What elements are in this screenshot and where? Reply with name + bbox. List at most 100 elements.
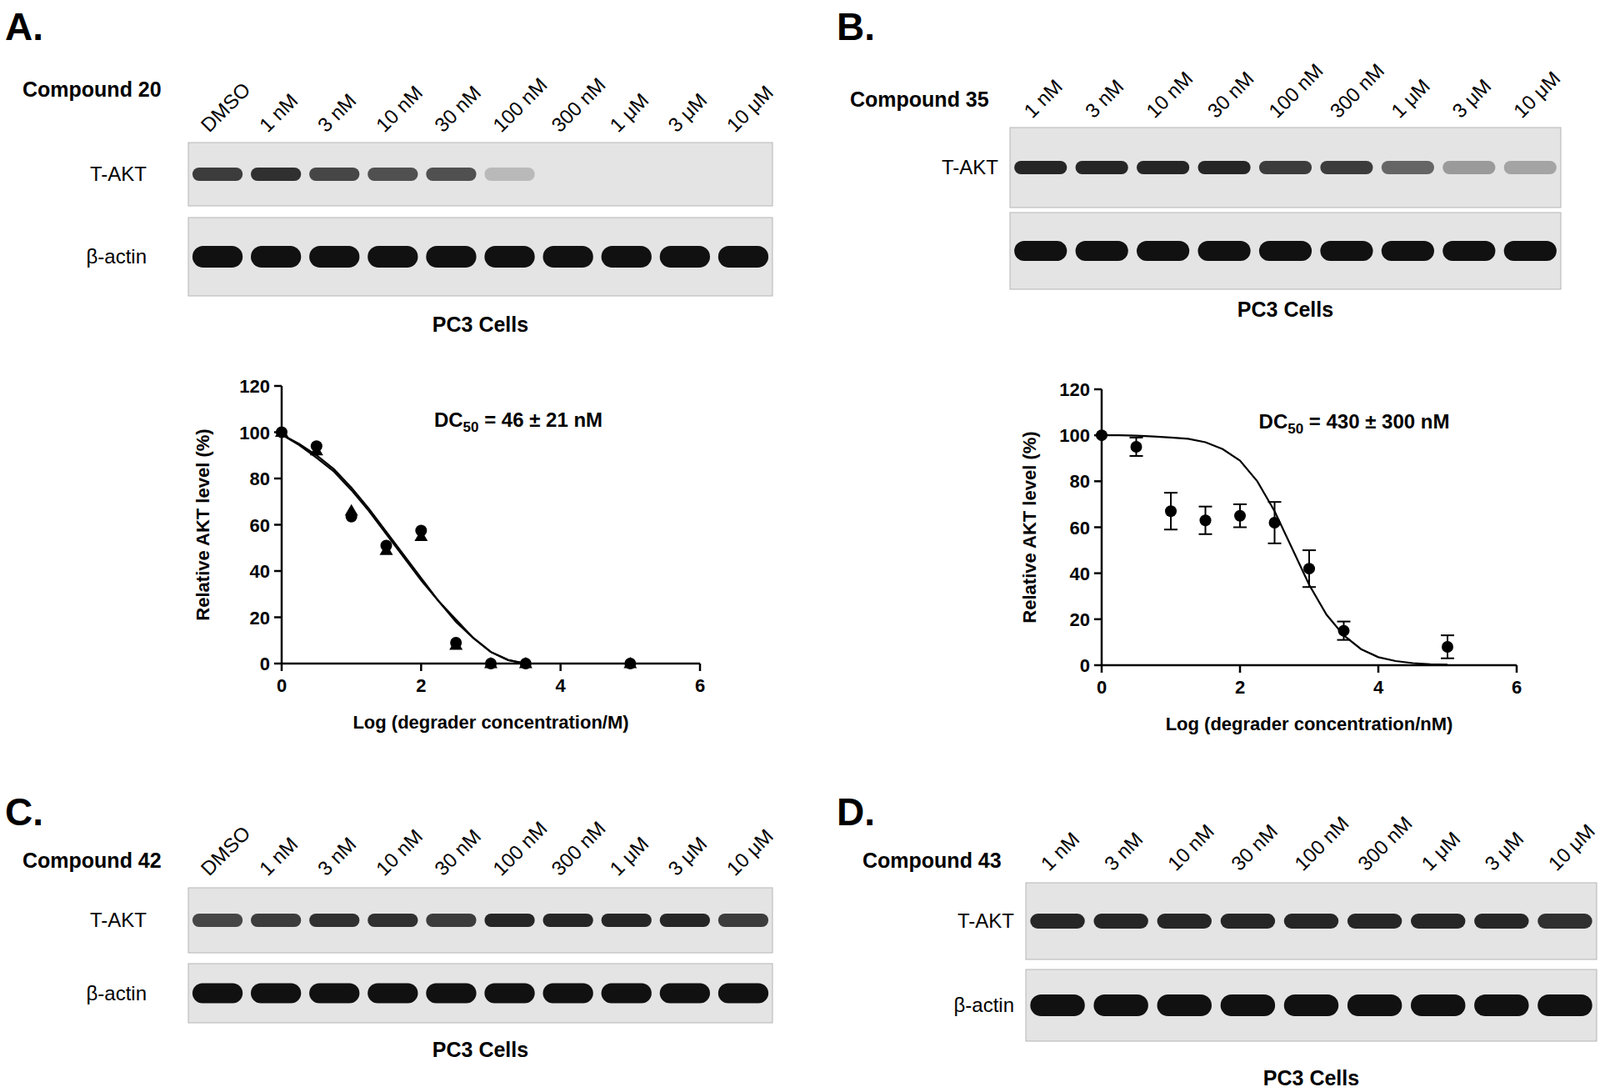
data-point <box>275 425 289 438</box>
lane-label: 100 nM <box>1290 811 1354 875</box>
lane-label: 30 nM <box>1226 819 1282 875</box>
x-tick-label: 6 <box>1511 676 1522 698</box>
band <box>425 245 476 268</box>
data-point <box>1095 429 1108 441</box>
lane-label: 3 nM <box>313 832 361 880</box>
plot-area <box>275 425 637 670</box>
y-tick <box>274 570 282 573</box>
band <box>1014 240 1067 261</box>
data-point <box>1269 516 1281 529</box>
lane-label: 10 nM <box>371 80 427 136</box>
lane-label: 100 nM <box>488 816 552 880</box>
annotation-part: = 430 ± 300 nM <box>1303 410 1450 433</box>
lane-label: 10 μM <box>1509 66 1565 123</box>
y-tick-label: 20 <box>250 607 270 629</box>
lane-label: 3 nM <box>1100 827 1148 875</box>
lane-label: 30 nM <box>1202 66 1258 122</box>
annotation-part: DC <box>434 408 464 431</box>
error-cap <box>1440 634 1455 636</box>
band <box>192 983 243 1004</box>
data-point <box>623 656 637 669</box>
y-tick <box>1094 388 1102 391</box>
lane-label: DMSO <box>195 78 255 137</box>
y-tick <box>274 662 282 665</box>
band <box>484 983 535 1004</box>
error-cap <box>1233 503 1247 505</box>
lane-label: 1 nM <box>255 89 303 137</box>
band <box>1474 994 1529 1016</box>
x-tick-label: 2 <box>415 675 426 696</box>
band <box>1537 994 1592 1016</box>
error-cap <box>1233 526 1247 529</box>
cell-line-label: PC3 Cells <box>432 312 529 336</box>
band <box>1537 913 1592 929</box>
band <box>309 167 360 181</box>
band <box>1157 994 1212 1016</box>
y-tick-label: 120 <box>1059 379 1090 400</box>
band <box>484 913 535 927</box>
data-point <box>310 444 324 456</box>
data-point <box>485 657 497 670</box>
y-tick-label: 60 <box>1070 517 1090 539</box>
x-tick-label: 4 <box>555 675 567 696</box>
band <box>192 167 243 181</box>
band <box>601 245 652 268</box>
lane-label: 1 nM <box>255 832 303 880</box>
data-point <box>275 426 288 439</box>
band <box>601 983 652 1004</box>
x-tick <box>420 663 423 671</box>
dc50-annotation: DC50 = 430 ± 300 nM <box>1259 410 1450 437</box>
band <box>192 245 243 268</box>
band <box>1410 913 1465 929</box>
band <box>660 167 710 181</box>
row-label: T-AKT <box>90 908 147 931</box>
band <box>1030 994 1085 1016</box>
data-point <box>449 638 463 650</box>
panel-label: B. <box>836 5 875 49</box>
band <box>1504 240 1557 261</box>
lane-label: 3 μM <box>1447 74 1495 122</box>
band <box>1075 240 1129 261</box>
lane-label: 300 nM <box>1353 811 1417 875</box>
y-tick-label: 80 <box>250 468 270 490</box>
data-point <box>624 657 636 670</box>
band <box>1197 160 1250 175</box>
lane-label: 1 nM <box>1019 75 1067 123</box>
lane-label: 10 nM <box>1163 819 1219 875</box>
y-tick <box>1094 664 1102 667</box>
y-tick <box>274 385 282 388</box>
band <box>1442 240 1495 261</box>
band <box>1136 240 1190 261</box>
lane-label: 10 nM <box>371 824 427 880</box>
band <box>1093 994 1148 1016</box>
lane-label: 300 nM <box>1325 59 1389 123</box>
band <box>1030 913 1085 929</box>
y-tick <box>1094 618 1102 621</box>
error-cap <box>1337 639 1351 641</box>
lane-label: 1 μM <box>1416 826 1465 875</box>
lane-label: 3 μM <box>663 831 711 880</box>
band <box>425 913 476 927</box>
row-label: T-AKT <box>941 155 999 179</box>
x-tick-label: 0 <box>276 675 287 696</box>
y-tick <box>274 523 282 526</box>
annotation-part: DC <box>1259 410 1289 433</box>
error-bar <box>1302 550 1316 587</box>
band <box>718 245 769 268</box>
y-tick <box>1094 571 1102 575</box>
dose-response-chart: 0204060801001200246Relative AKT level (%… <box>192 375 705 733</box>
y-tick-label: 80 <box>1070 470 1090 492</box>
band <box>1320 160 1373 175</box>
band <box>1136 160 1190 175</box>
band <box>192 913 243 927</box>
x-tick <box>1377 665 1380 673</box>
band <box>1347 913 1402 929</box>
band <box>484 245 535 268</box>
x-tick-label: 6 <box>695 675 705 696</box>
band <box>1014 160 1067 175</box>
lane-label: 300 nM <box>546 816 610 880</box>
error-bar <box>1130 437 1144 456</box>
band <box>543 913 594 927</box>
band <box>309 983 360 1004</box>
x-tick <box>1239 665 1242 673</box>
